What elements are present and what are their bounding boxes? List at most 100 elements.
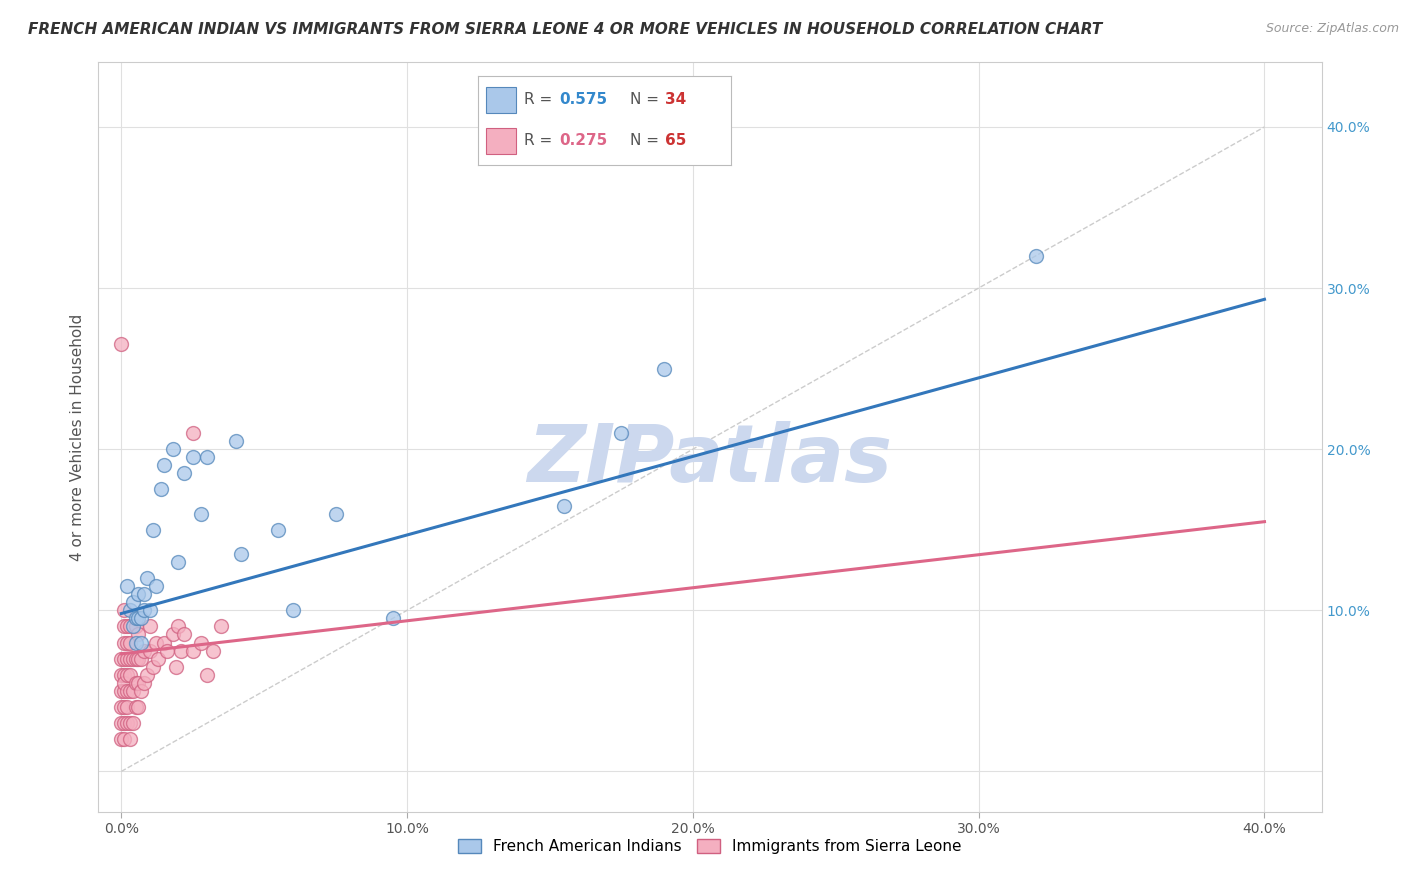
Point — [129, 651, 152, 665]
Text: 0.275: 0.275 — [560, 134, 607, 148]
Point — [173, 627, 195, 641]
Point — [127, 611, 149, 625]
Point — [281, 603, 304, 617]
Point — [124, 675, 146, 690]
Point — [124, 700, 146, 714]
Point — [118, 635, 141, 649]
Point — [195, 450, 218, 465]
Point — [553, 499, 575, 513]
Point — [134, 675, 156, 690]
Point — [129, 635, 152, 649]
Point — [150, 483, 173, 497]
Point — [112, 651, 135, 665]
Point — [195, 667, 218, 681]
Point — [190, 507, 212, 521]
Point — [110, 732, 132, 747]
Point — [118, 603, 141, 617]
Point — [121, 716, 143, 731]
Point — [201, 643, 224, 657]
Point — [181, 450, 204, 465]
Point — [162, 442, 184, 457]
Point — [325, 507, 347, 521]
Point — [148, 651, 170, 665]
Text: 65: 65 — [665, 134, 686, 148]
Point — [652, 361, 675, 376]
Point — [1025, 249, 1047, 263]
Point — [118, 619, 141, 633]
Point — [127, 700, 149, 714]
Point — [115, 667, 138, 681]
Point — [115, 684, 138, 698]
Legend: French American Indians, Immigrants from Sierra Leone: French American Indians, Immigrants from… — [453, 833, 967, 860]
Point — [110, 651, 132, 665]
Point — [381, 611, 404, 625]
Text: FRENCH AMERICAN INDIAN VS IMMIGRANTS FROM SIERRA LEONE 4 OR MORE VEHICLES IN HOU: FRENCH AMERICAN INDIAN VS IMMIGRANTS FRO… — [28, 22, 1102, 37]
Point — [153, 458, 176, 473]
Point — [129, 611, 152, 625]
Point — [121, 619, 143, 633]
Point — [127, 651, 149, 665]
Point — [231, 547, 253, 561]
Text: R =: R = — [523, 134, 557, 148]
Point — [190, 635, 212, 649]
Point — [124, 635, 146, 649]
Point — [127, 587, 149, 601]
Point — [112, 603, 135, 617]
Point — [170, 643, 193, 657]
Point — [145, 579, 167, 593]
Text: N =: N = — [630, 93, 664, 107]
Point — [153, 635, 176, 649]
Point — [115, 716, 138, 731]
Point — [181, 643, 204, 657]
Point — [110, 667, 132, 681]
Point — [610, 425, 633, 440]
Point — [112, 635, 135, 649]
Point — [121, 684, 143, 698]
Point — [124, 611, 146, 625]
Point — [142, 659, 165, 673]
Point — [165, 659, 187, 673]
Point — [110, 700, 132, 714]
Point — [112, 684, 135, 698]
Point — [139, 619, 162, 633]
Point — [139, 603, 162, 617]
Point — [127, 627, 149, 641]
Point — [110, 684, 132, 698]
Point — [115, 700, 138, 714]
Point — [110, 716, 132, 731]
Point — [225, 434, 247, 449]
Point — [139, 643, 162, 657]
Point — [173, 467, 195, 481]
Point — [136, 667, 159, 681]
Point — [115, 635, 138, 649]
Point — [127, 675, 149, 690]
Point — [167, 619, 190, 633]
Point — [112, 675, 135, 690]
Point — [112, 700, 135, 714]
Point — [267, 523, 290, 537]
Point — [162, 627, 184, 641]
Point — [134, 643, 156, 657]
Point — [124, 651, 146, 665]
Point — [115, 579, 138, 593]
Point — [118, 732, 141, 747]
Text: ZIPatlas: ZIPatlas — [527, 420, 893, 499]
Point — [134, 603, 156, 617]
Point — [121, 595, 143, 609]
Point — [134, 587, 156, 601]
Text: N =: N = — [630, 134, 664, 148]
Point — [145, 635, 167, 649]
Text: R =: R = — [523, 93, 557, 107]
Point — [112, 667, 135, 681]
Point — [115, 651, 138, 665]
Point — [129, 684, 152, 698]
Point — [142, 523, 165, 537]
Point — [112, 716, 135, 731]
Y-axis label: 4 or more Vehicles in Household: 4 or more Vehicles in Household — [70, 313, 86, 561]
Point — [112, 732, 135, 747]
Point — [121, 651, 143, 665]
Point — [209, 619, 232, 633]
FancyBboxPatch shape — [485, 87, 516, 113]
Point — [136, 571, 159, 585]
Point — [118, 716, 141, 731]
